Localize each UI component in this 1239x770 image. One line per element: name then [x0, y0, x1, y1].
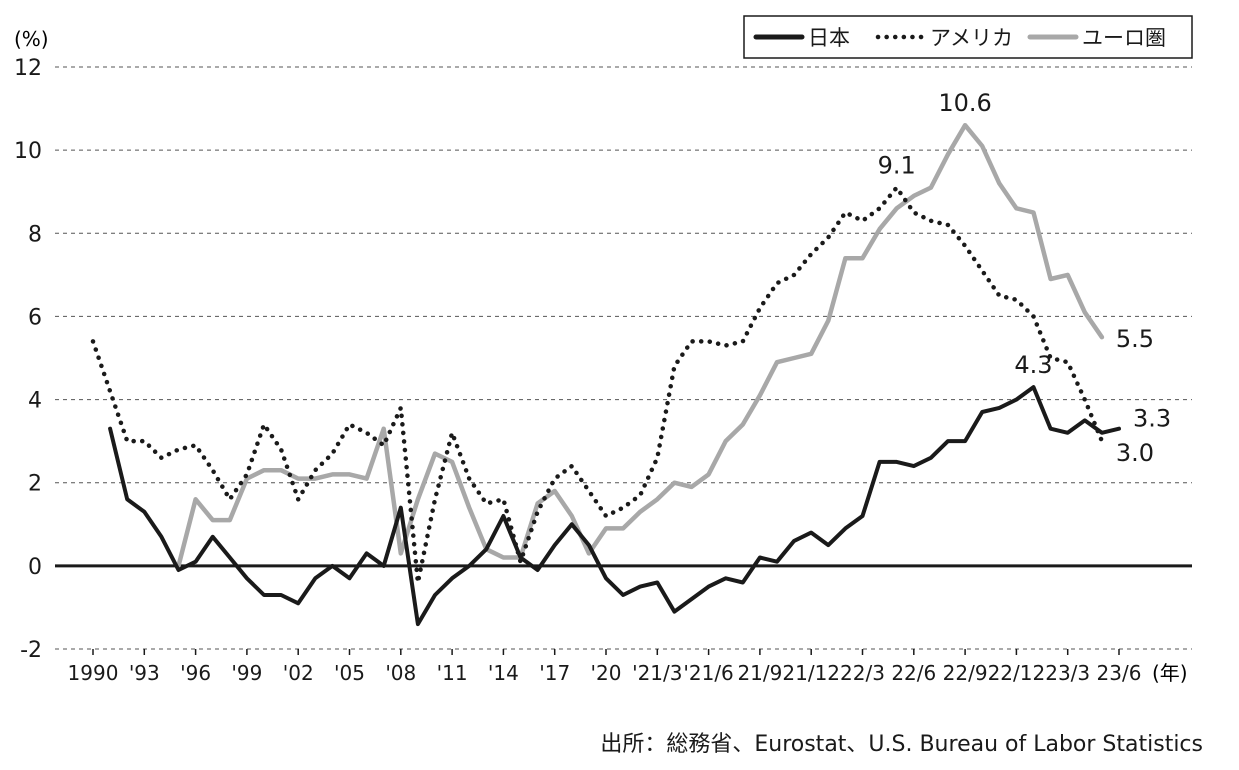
x-tick-label: '99 [231, 661, 262, 685]
legend-label: アメリカ [930, 26, 1013, 50]
gridlines [55, 66, 1192, 650]
series-line-eurozone [176, 122, 1105, 569]
data-annotations: 10.6 9.1 4.3 5.5 3.3 3.0 [878, 89, 1172, 467]
x-tick-label: 22/12 [988, 661, 1046, 685]
y-tick-label: 10 [14, 139, 42, 164]
data-label: 5.5 [1116, 325, 1154, 353]
data-label: 3.3 [1133, 405, 1171, 433]
x-tick-label: 23/3 [1045, 661, 1090, 685]
x-tick-label: 23/6 [1097, 661, 1142, 685]
x-tick-label: 22/9 [943, 661, 988, 685]
x-tick-label: '21/3 [632, 661, 682, 685]
x-axis: 1990 '93 '96 '99 '02 '05 '08 '11 '14 '17 '20 '21/3 '… [68, 649, 1142, 685]
x-tick-label: 22/3 [840, 661, 885, 685]
x-tick-label: 21/12 [782, 661, 840, 685]
y-tick-label: 2 [28, 472, 42, 497]
x-tick-label: '96 [180, 661, 211, 685]
legend: 日本 アメリカ ユーロ圏 [743, 15, 1193, 59]
x-tick-label: '08 [385, 661, 416, 685]
legend-label: ユーロ圏 [1082, 26, 1166, 50]
y-axis: -2 0 2 4 6 8 10 12 [14, 56, 42, 663]
x-tick-label: '11 [437, 661, 468, 685]
legend-box [743, 15, 1193, 59]
y-tick-label: -2 [20, 638, 42, 663]
x-tick-label: 22/6 [891, 661, 936, 685]
data-label: 9.1 [878, 152, 916, 180]
data-label: 10.6 [938, 89, 991, 117]
x-tick-label: '14 [488, 661, 519, 685]
y-tick-label: 0 [28, 555, 42, 580]
x-tick-label: '21/6 [683, 661, 733, 685]
y-unit-label: (%) [14, 27, 49, 51]
x-tick-label: '02 [283, 661, 314, 685]
x-tick-label: '20 [591, 661, 622, 685]
x-tick-label: '93 [129, 661, 160, 685]
y-tick-label: 4 [28, 389, 42, 414]
y-tick-label: 12 [14, 56, 42, 81]
x-tick-label: '05 [334, 661, 365, 685]
data-label: 4.3 [1014, 351, 1052, 379]
data-label: 3.0 [1116, 439, 1154, 467]
x-tick-label: 1990 [68, 661, 119, 685]
y-tick-label: 6 [28, 305, 42, 330]
legend-label: 日本 [808, 26, 850, 50]
x-tick-label: 21/9 [737, 661, 782, 685]
y-tick-label: 8 [28, 222, 42, 247]
x-tick-label: '17 [539, 661, 570, 685]
x-unit-label: (年) [1152, 661, 1188, 685]
series-line-usa [90, 185, 1105, 585]
series-lines [90, 122, 1121, 627]
source-note: 出所：総務省、Eurostat、U.S. Bureau of Labor Sta… [600, 732, 1203, 757]
series-line-japan [108, 385, 1121, 627]
